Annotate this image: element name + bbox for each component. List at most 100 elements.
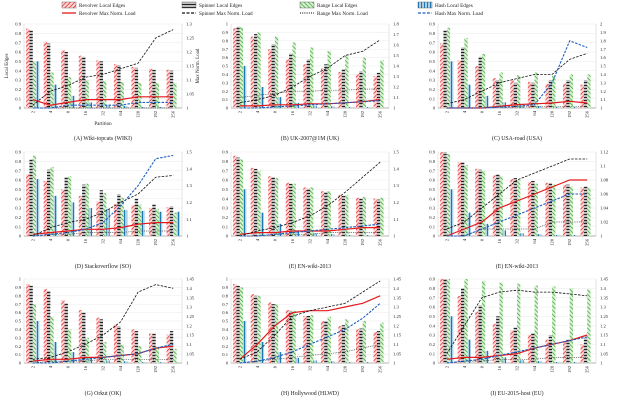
x-tick-label: 192 xyxy=(360,110,365,118)
x-tick-label: 256 xyxy=(585,110,590,118)
bar xyxy=(159,107,163,108)
x-tick-label: 4 xyxy=(48,110,53,113)
bar xyxy=(46,290,51,363)
bar xyxy=(485,95,489,108)
bar xyxy=(117,65,121,108)
y-tick-label: 0.3 xyxy=(15,335,21,340)
bar xyxy=(481,170,486,236)
y2-tick-label: 1 xyxy=(600,361,603,366)
bar xyxy=(78,310,83,363)
y-tick-label: 0.6 xyxy=(222,310,228,315)
series-line xyxy=(32,96,174,106)
x-tick-label: 2 xyxy=(30,110,35,113)
bar xyxy=(166,69,170,108)
x-tick-label: 256 xyxy=(585,365,590,373)
bar xyxy=(306,59,310,108)
y-tick-label: 0.5 xyxy=(222,64,228,69)
y-tick-label: 0.2 xyxy=(429,342,435,347)
bar xyxy=(82,312,86,363)
chart-panel: 0 0.1 0.2 0.3 0.4 0.5 0.6 0.7 0.8 0.9 1 1.1 1.2 1.3 1.… xyxy=(222,150,399,270)
y2-tick-label: 1.1 xyxy=(600,97,606,102)
bar xyxy=(517,180,521,236)
legend-swatch xyxy=(417,1,433,9)
y2-tick-label: 1.5 xyxy=(600,64,606,69)
bar xyxy=(173,82,177,108)
bar xyxy=(569,288,574,363)
x-tick-label: 8 xyxy=(272,365,277,368)
y2-tick-label: 1.7 xyxy=(393,32,399,37)
bar xyxy=(502,102,507,108)
bar xyxy=(376,331,381,363)
bar xyxy=(46,43,51,108)
y-tick-label: 0 xyxy=(433,106,436,111)
bar xyxy=(36,179,40,236)
bar xyxy=(517,283,521,363)
y-tick-label: 0.4 xyxy=(222,196,228,201)
y-tick-label: 0.6 xyxy=(222,178,228,183)
y2-tick-label: 1.25 xyxy=(600,314,609,319)
bar xyxy=(257,170,261,236)
bar xyxy=(233,284,237,363)
bar xyxy=(513,327,517,363)
bar xyxy=(320,191,325,236)
y-tick-label: 0.6 xyxy=(15,178,21,183)
x-tick-label: 128 xyxy=(550,238,555,246)
y-tick-label: 0 xyxy=(433,234,436,239)
series-line xyxy=(32,154,174,237)
bar xyxy=(330,106,335,108)
bar xyxy=(338,194,342,236)
y-tick-label: 0.5 xyxy=(429,59,435,64)
bar xyxy=(159,211,163,236)
bar xyxy=(373,198,377,236)
x-tick-label: 16 xyxy=(497,110,502,115)
y2-tick-label: 1.4 xyxy=(393,64,399,69)
x-tick-label: 256 xyxy=(378,365,383,373)
bar xyxy=(148,333,153,363)
bar xyxy=(274,178,279,236)
series-line xyxy=(446,193,588,237)
y-tick-label: 0.5 xyxy=(15,319,21,324)
y-tick-label: 0 xyxy=(19,361,22,366)
x-tick-label: 8 xyxy=(272,110,277,113)
y2-tick-label: 1 xyxy=(186,106,189,111)
bar xyxy=(134,67,139,108)
x-tick-label: 8 xyxy=(272,238,277,241)
x-tick-label: 2 xyxy=(444,110,449,113)
x-tick-label: 2 xyxy=(30,238,35,241)
bar xyxy=(123,209,128,236)
bar xyxy=(566,339,570,363)
y-tick-label: 0.7 xyxy=(429,40,435,45)
y2-tick-label: 1.3 xyxy=(393,183,399,188)
series-line xyxy=(32,175,174,237)
x-tick-label: 192 xyxy=(153,238,158,246)
y2-tick-label: 1.3 xyxy=(186,22,192,27)
bar xyxy=(341,325,346,363)
y-tick-label: 0.8 xyxy=(222,293,228,298)
bar xyxy=(169,331,174,363)
y-tick-label: 0 xyxy=(226,234,229,239)
y-tick-label: 0.4 xyxy=(429,196,435,201)
y-tick-label: 0.1 xyxy=(429,224,435,229)
series-line xyxy=(32,222,174,235)
bar xyxy=(173,348,177,363)
y2-tick-label: 1.5 xyxy=(186,150,192,155)
bar xyxy=(120,81,124,108)
y2-tick-label: 1.5 xyxy=(393,53,399,58)
series-line xyxy=(239,302,381,364)
bar xyxy=(496,316,500,363)
bar xyxy=(239,159,244,236)
bar xyxy=(548,80,553,108)
bar xyxy=(460,162,465,236)
y2-tick-label: 1.4 xyxy=(600,72,606,77)
bar xyxy=(148,208,153,236)
x-tick-label: 192 xyxy=(153,110,158,118)
bar xyxy=(78,195,83,236)
x-tick-label: 8 xyxy=(479,365,484,368)
bar xyxy=(324,192,328,236)
bar xyxy=(475,168,479,236)
bar xyxy=(274,304,279,363)
bar xyxy=(141,362,145,363)
bar xyxy=(82,56,86,108)
bar xyxy=(499,176,503,236)
y-tick-label: 0.7 xyxy=(429,168,435,173)
